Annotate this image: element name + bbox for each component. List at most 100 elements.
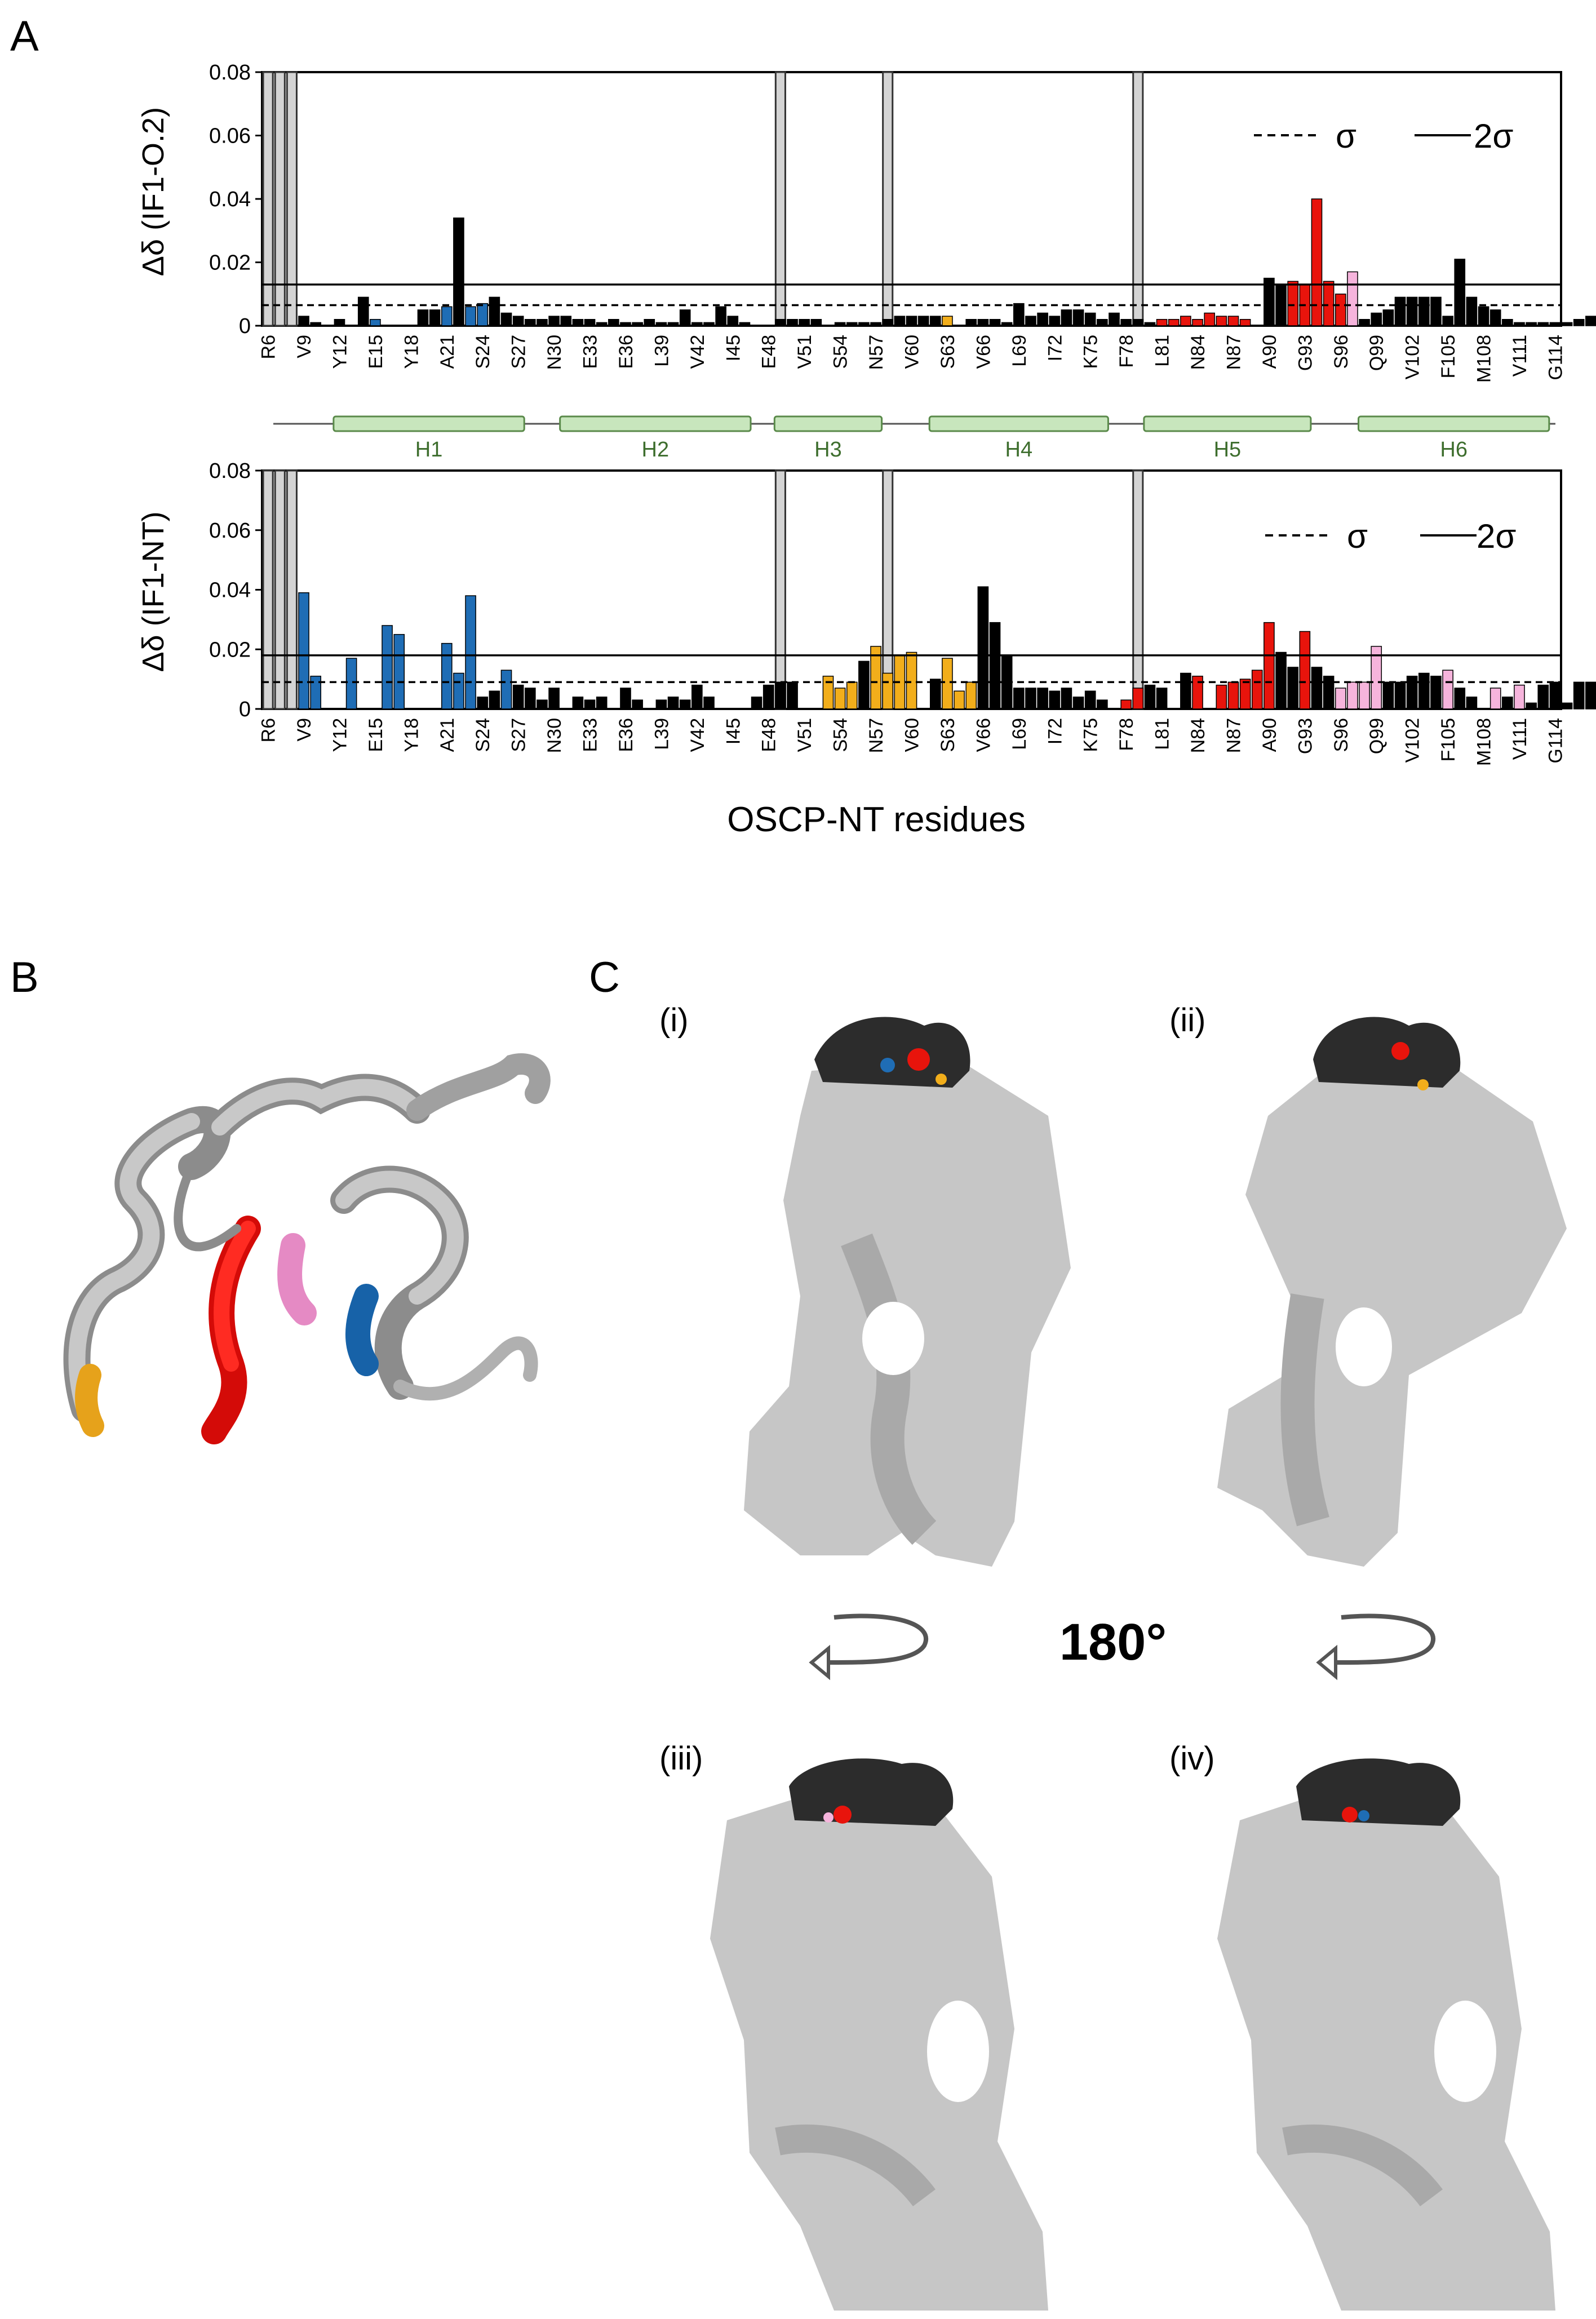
bar-residue-17 bbox=[393, 634, 405, 710]
helix-label: H6 bbox=[1440, 438, 1468, 462]
y-tick-label: 0.02 bbox=[209, 638, 251, 662]
bar-residue-76 bbox=[1097, 319, 1108, 326]
bar-residue-98 bbox=[1359, 681, 1370, 710]
bar-residue-54 bbox=[834, 688, 846, 710]
x-tick-label: E36 bbox=[615, 718, 637, 752]
bar-residue-111 bbox=[1514, 322, 1525, 326]
x-tick-label: L81 bbox=[1152, 718, 1173, 750]
bar-residue-89 bbox=[1251, 669, 1263, 710]
bar-residue-117 bbox=[1585, 316, 1596, 326]
bar-residue-57 bbox=[870, 646, 881, 710]
bar-residue-104 bbox=[1430, 296, 1442, 326]
x-tick-label: V9 bbox=[294, 335, 315, 358]
bar-residue-83 bbox=[1180, 316, 1191, 326]
x-tick-label: E36 bbox=[615, 335, 637, 369]
bar-residue-91 bbox=[1275, 651, 1287, 710]
bar-residue-66 bbox=[977, 319, 989, 326]
bar-residue-80 bbox=[1144, 322, 1156, 326]
bar-residue-39 bbox=[655, 699, 667, 710]
x-tick-label: I45 bbox=[722, 718, 744, 744]
bar-residue-28 bbox=[524, 319, 536, 326]
bar-residue-82 bbox=[1168, 319, 1180, 326]
bar-residue-34 bbox=[596, 322, 608, 326]
svg-text:2σ: 2σ bbox=[1474, 117, 1513, 155]
y-tick-label: 0 bbox=[239, 314, 251, 338]
helix-label: H4 bbox=[1005, 438, 1033, 462]
bar-residue-115 bbox=[1561, 702, 1573, 710]
bar-residue-107 bbox=[1466, 697, 1478, 710]
bar-residue-27 bbox=[512, 316, 524, 326]
bar-residue-25 bbox=[489, 296, 500, 326]
bar-residue-75 bbox=[1084, 312, 1096, 326]
ylabel-top: Δδ (IF1-O.2) bbox=[136, 107, 170, 276]
bar-residue-57 bbox=[870, 322, 881, 326]
helix-bar bbox=[1143, 415, 1312, 432]
bar-residue-43 bbox=[703, 697, 715, 710]
surface-view-iv bbox=[1217, 1758, 1555, 2311]
secondary-structure-track: H1 H2 H3 H4 H5 H6 bbox=[273, 415, 1555, 462]
bar-residue-14 bbox=[357, 296, 369, 326]
x-tick-label: V111 bbox=[1509, 335, 1531, 376]
bar-residue-60 bbox=[906, 651, 917, 710]
x-tick-label: L69 bbox=[1009, 718, 1030, 750]
x-tick-label: Y12 bbox=[329, 718, 351, 752]
bar-residue-117 bbox=[1585, 681, 1596, 710]
bar-residue-97 bbox=[1347, 681, 1358, 710]
unassigned-column bbox=[274, 71, 286, 327]
unassigned-column bbox=[882, 71, 894, 327]
bar-residue-72 bbox=[1049, 690, 1061, 710]
bar-residue-12 bbox=[334, 319, 345, 326]
y-tick-label: 0.02 bbox=[209, 251, 251, 275]
bar-residue-93 bbox=[1299, 631, 1311, 710]
x-tick-label: E33 bbox=[580, 335, 601, 369]
bar-residue-32 bbox=[572, 319, 584, 326]
bar-residue-106 bbox=[1454, 259, 1466, 326]
x-tick-label: Y12 bbox=[329, 335, 351, 369]
legend-top: σ 2σ bbox=[1254, 117, 1513, 155]
y-tick-label: 0.08 bbox=[209, 61, 251, 85]
view-label-i: (i) bbox=[659, 1002, 689, 1039]
bar-residue-41 bbox=[679, 699, 691, 710]
x-tick-label: L39 bbox=[651, 718, 672, 750]
bar-residue-43 bbox=[703, 322, 715, 326]
x-tick-label: S63 bbox=[937, 335, 959, 369]
bar-residue-107 bbox=[1466, 296, 1478, 326]
bar-residue-63 bbox=[942, 658, 953, 710]
x-tick-label: K75 bbox=[1080, 718, 1102, 752]
bar-residue-98 bbox=[1359, 319, 1370, 326]
bar-residue-99 bbox=[1371, 312, 1382, 326]
bar-residue-111 bbox=[1514, 684, 1525, 710]
x-tick-label: S63 bbox=[937, 718, 959, 752]
bar-residue-79 bbox=[1132, 319, 1144, 326]
bar-residue-78 bbox=[1120, 319, 1132, 326]
chart-if1-o2: 0 0.02 0.04 0.06 0.08 R6 V9 Y12 E15 Y18 A21 S24 S27 N… bbox=[209, 61, 1596, 383]
x-tick-label: A21 bbox=[437, 335, 458, 369]
x-tick-label: L81 bbox=[1152, 335, 1173, 367]
panel-label-b: B bbox=[10, 954, 39, 1001]
bar-residue-38 bbox=[644, 319, 655, 326]
bar-residue-71 bbox=[1037, 312, 1048, 326]
x-tick-label: L39 bbox=[651, 335, 672, 367]
protein-ribbon-cartoon bbox=[63, 1053, 551, 1444]
bar-residue-83 bbox=[1180, 672, 1191, 710]
bar-residue-95 bbox=[1323, 676, 1335, 710]
bar-residue-16 bbox=[382, 625, 393, 710]
bar-residue-101 bbox=[1394, 296, 1406, 326]
bar-residue-50 bbox=[787, 681, 798, 710]
x-tick-label: V60 bbox=[902, 335, 923, 369]
bar-residue-33 bbox=[584, 699, 596, 710]
bar-residue-79 bbox=[1132, 688, 1144, 710]
bar-residue-34 bbox=[596, 697, 608, 710]
bar-residue-21 bbox=[441, 642, 453, 710]
bar-residue-112 bbox=[1526, 702, 1537, 710]
helix-bar bbox=[773, 415, 883, 432]
x-tick-label: F78 bbox=[1116, 335, 1137, 368]
unassigned-column bbox=[1132, 71, 1144, 327]
bar-residue-62 bbox=[929, 316, 941, 326]
bar-residue-78 bbox=[1120, 699, 1132, 710]
x-tick-label: E33 bbox=[580, 718, 601, 752]
x-tick-label: V42 bbox=[687, 335, 708, 369]
bar-residue-96 bbox=[1335, 688, 1346, 710]
x-tick-label: V111 bbox=[1509, 718, 1531, 760]
x-tick-label: L69 bbox=[1009, 335, 1030, 367]
